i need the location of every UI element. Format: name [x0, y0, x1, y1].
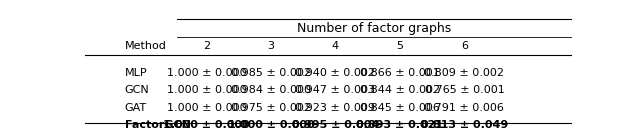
Text: 3: 3: [268, 41, 275, 51]
Text: 0.845 ± 0.006: 0.845 ± 0.006: [360, 103, 440, 113]
Text: 1.000 ± 0.000: 1.000 ± 0.000: [228, 120, 314, 129]
Text: 0.893 ± 0.021: 0.893 ± 0.021: [356, 120, 444, 129]
Text: 1.000 ± 0.000: 1.000 ± 0.000: [163, 120, 250, 129]
Text: 0.940 ± 0.002: 0.940 ± 0.002: [296, 68, 376, 78]
Text: 0.765 ± 0.001: 0.765 ± 0.001: [424, 86, 504, 95]
Text: 0.923 ± 0.009: 0.923 ± 0.009: [296, 103, 376, 113]
Text: 1.000 ± 0.000: 1.000 ± 0.000: [166, 103, 246, 113]
Text: 0.809 ± 0.002: 0.809 ± 0.002: [424, 68, 504, 78]
Text: 5: 5: [396, 41, 403, 51]
Text: 0.995 ± 0.004: 0.995 ± 0.004: [292, 120, 379, 129]
Text: 0.844 ± 0.002: 0.844 ± 0.002: [360, 86, 440, 95]
Text: 0.813 ± 0.049: 0.813 ± 0.049: [420, 120, 508, 129]
Text: 2: 2: [203, 41, 210, 51]
Text: 1.000 ± 0.000: 1.000 ± 0.000: [166, 68, 246, 78]
Text: 0.975 ± 0.002: 0.975 ± 0.002: [231, 103, 311, 113]
Text: GAT: GAT: [125, 103, 147, 113]
Text: 0.791 ± 0.006: 0.791 ± 0.006: [424, 103, 504, 113]
Text: 4: 4: [332, 41, 339, 51]
Text: 6: 6: [461, 41, 468, 51]
Text: Number of factor graphs: Number of factor graphs: [297, 22, 451, 35]
Text: 0.984 ± 0.000: 0.984 ± 0.000: [231, 86, 311, 95]
Text: MLP: MLP: [125, 68, 147, 78]
Text: 0.985 ± 0.002: 0.985 ± 0.002: [231, 68, 311, 78]
Text: 1.000 ± 0.000: 1.000 ± 0.000: [166, 86, 246, 95]
Text: FactorGCN: FactorGCN: [125, 120, 191, 129]
Text: Method: Method: [125, 41, 166, 51]
Text: 0.947 ± 0.003: 0.947 ± 0.003: [296, 86, 376, 95]
Text: 0.866 ± 0.001: 0.866 ± 0.001: [360, 68, 440, 78]
Text: GCN: GCN: [125, 86, 149, 95]
